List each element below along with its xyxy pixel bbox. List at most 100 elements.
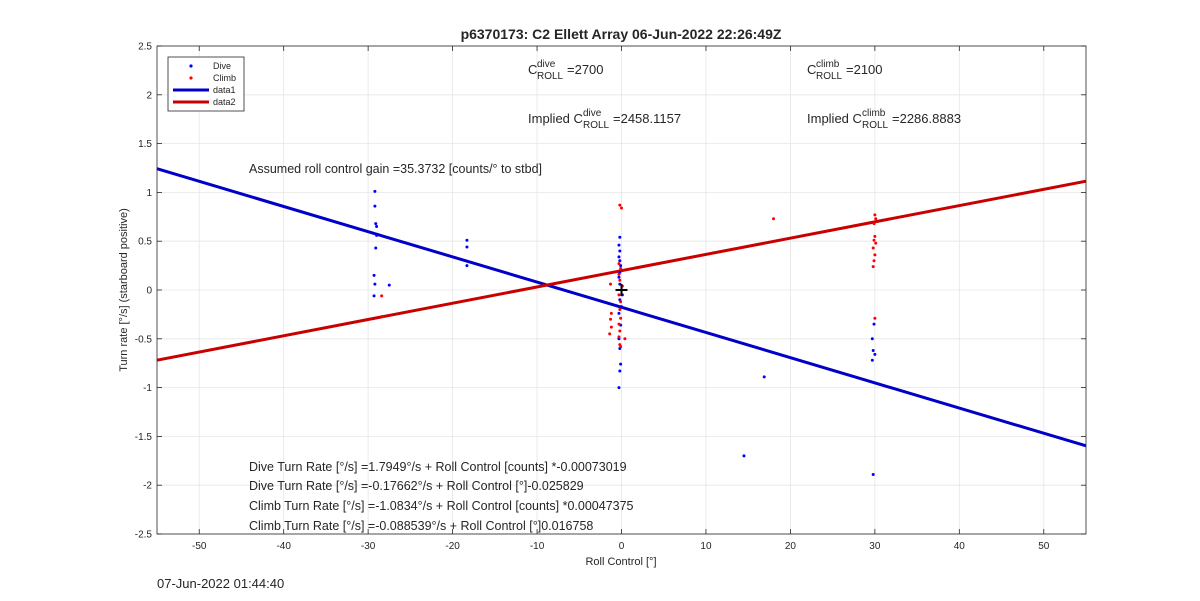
climb-point [620, 206, 623, 210]
dive-point [465, 238, 469, 242]
y-tick-label: -2.5 [135, 530, 153, 541]
dive-point [374, 222, 378, 226]
annotation-implied-climb: Implied C climb ROLL =2286.8883 [807, 108, 961, 131]
svg-text:ROLL: ROLL [816, 71, 843, 82]
data-points [372, 189, 878, 476]
svg-text:ROLL: ROLL [583, 120, 610, 131]
legend-climb-marker [189, 76, 193, 80]
climb-point [872, 259, 876, 263]
dive-point [870, 337, 874, 341]
climb-point [873, 234, 877, 238]
x-tick-label: -30 [361, 541, 376, 552]
dive-point [870, 358, 874, 362]
dive-point [742, 454, 746, 458]
annotation-gain: Assumed roll control gain =35.3732 [coun… [249, 162, 542, 176]
y-tick-label: 2 [146, 90, 152, 101]
x-tick-label: -50 [192, 541, 207, 552]
climb-point [619, 316, 623, 320]
dive-point [762, 375, 766, 379]
svg-text:climb: climb [816, 59, 840, 70]
climb-point [609, 325, 613, 329]
dive-point [617, 275, 621, 279]
y-tick-label: -1.5 [135, 432, 153, 443]
climb-point [618, 203, 622, 207]
dive-point [373, 204, 377, 208]
svg-text:C: C [807, 62, 816, 77]
dive-point [618, 259, 622, 263]
climb-point [609, 311, 613, 315]
dive-point [871, 349, 875, 353]
climb-point [874, 217, 878, 221]
dive-point [617, 311, 621, 315]
legend-dive-marker [189, 64, 193, 68]
annotation-implied-dive: Implied C dive ROLL =2458.1157 [528, 108, 681, 131]
x-tick-label: 10 [700, 541, 712, 552]
climb-point [619, 300, 623, 304]
x-tick-label: 40 [954, 541, 966, 552]
dive-point [373, 189, 377, 193]
x-axis-label: Roll Control [°] [585, 556, 656, 568]
climb-point [619, 267, 623, 271]
x-tick-label: 0 [619, 541, 625, 552]
y-axis-label: Turn rate [°/s] (starboard positive) [118, 208, 130, 372]
y-tick-label: -1 [143, 383, 152, 394]
svg-text:dive: dive [537, 59, 556, 70]
legend-data2-label: data2 [213, 97, 236, 107]
climb-point [873, 213, 877, 217]
dive-point [387, 283, 391, 287]
svg-text:=2100: =2100 [846, 62, 883, 77]
climb-point [608, 332, 612, 336]
climb-point [609, 317, 613, 321]
climb-point [874, 241, 878, 245]
x-tick-label: 30 [869, 541, 881, 552]
fit-line-data2 [156, 179, 1087, 362]
chart-title: p6370173: C2 Ellett Array 06-Jun-2022 22… [461, 26, 782, 42]
svg-text:Implied C: Implied C [528, 111, 583, 126]
svg-text:=2286.8883: =2286.8883 [892, 111, 961, 126]
svg-text:=2458.1157: =2458.1157 [613, 111, 681, 126]
climb-point [618, 308, 622, 312]
svg-text:ROLL: ROLL [862, 120, 889, 131]
x-tick-label: 20 [785, 541, 797, 552]
axis-ticks: -50 -40 -30 -20 -10 0 10 20 30 40 50-2.5-2-1.5-1-0… [135, 42, 1086, 552]
dive-point [619, 362, 623, 366]
climb-point [872, 222, 876, 226]
climb-point [380, 314, 384, 318]
dive-point [374, 246, 378, 250]
y-tick-label: -2 [143, 481, 152, 492]
dive-point [620, 305, 623, 309]
dive-point [617, 255, 621, 259]
fit-equation-3: Climb Turn Rate [°/s] =-1.0834°/s + Roll… [249, 499, 634, 513]
climb-point [380, 294, 384, 298]
climb-point [873, 316, 877, 320]
dive-point [373, 282, 377, 286]
dive-point [375, 233, 379, 237]
climb-point [872, 238, 876, 242]
y-tick-label: 1.5 [138, 139, 152, 150]
dive-point [872, 322, 876, 326]
dive-point [618, 249, 622, 253]
svg-text:ROLL: ROLL [537, 71, 564, 82]
y-tick-label: 0.5 [138, 237, 152, 248]
dive-point [618, 235, 622, 239]
x-tick-label: -10 [530, 541, 545, 552]
climb-point [619, 345, 623, 349]
dive-point [465, 264, 469, 268]
y-tick-label: 0 [146, 286, 152, 297]
legend: Dive Climb data1 data2 [167, 56, 245, 112]
origin-marker [615, 284, 628, 296]
dive-point [871, 472, 875, 476]
svg-text:climb: climb [862, 108, 886, 119]
svg-text:=2700: =2700 [567, 62, 604, 77]
dive-point [873, 352, 877, 356]
annotation-c-climb: C climb ROLL =2100 [807, 59, 883, 82]
dive-point [372, 294, 376, 298]
dive-point [618, 369, 622, 373]
fit-equation-4: Climb Turn Rate [°/s] =-0.088539°/s + Ro… [249, 519, 593, 533]
legend-data1-label: data1 [213, 85, 236, 95]
climb-point [772, 217, 776, 221]
dive-point [617, 243, 621, 247]
annotation-c-dive: C dive ROLL =2700 [528, 59, 604, 82]
fit-equation-2: Dive Turn Rate [°/s] =-0.17662°/s + Roll… [249, 479, 584, 493]
